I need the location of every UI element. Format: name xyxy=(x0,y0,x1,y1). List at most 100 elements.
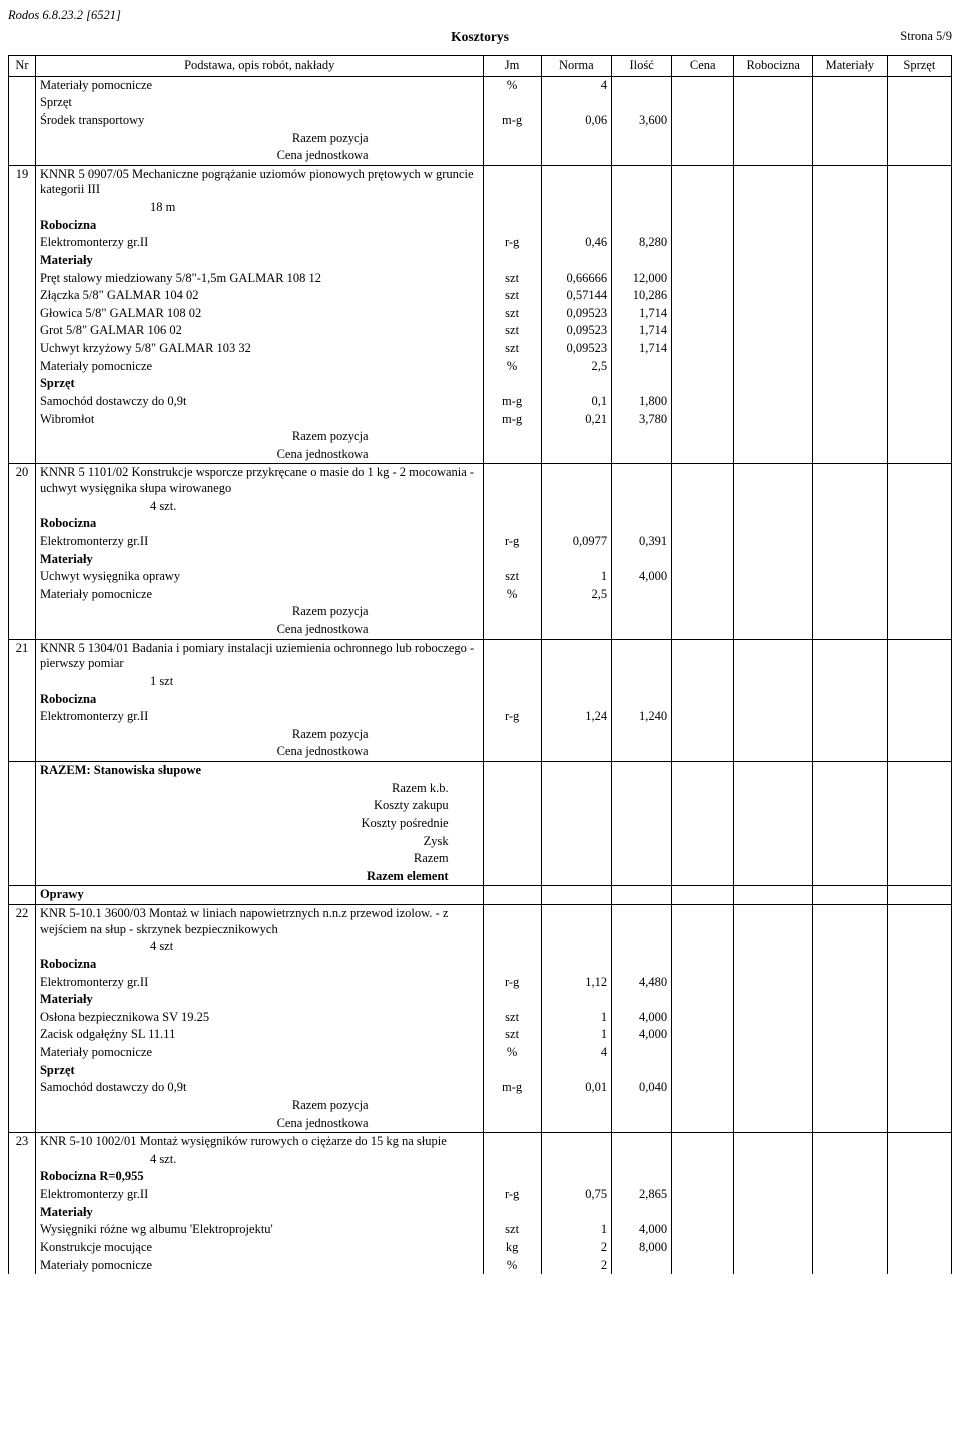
norma: 0,09523 xyxy=(541,322,611,340)
materialy-label: Materiały xyxy=(35,252,483,270)
norma: 1 xyxy=(541,568,611,586)
norma: 2,5 xyxy=(541,358,611,376)
table-row: Koszty pośrednie xyxy=(9,815,952,833)
doc-software: Rodos 6.8.23.2 [6521] xyxy=(8,8,952,23)
robocizna-label: Robocizna xyxy=(35,217,483,235)
norma: 4 xyxy=(541,76,611,94)
table-row: Zacisk odgałęźny SL 11.11szt14,000 xyxy=(9,1026,952,1044)
table-row: 4 szt. xyxy=(9,1151,952,1169)
mat-pom-label: Materiały pomocnicze xyxy=(35,1044,483,1062)
razem-pozycja: Razem pozycja xyxy=(40,131,479,147)
jm: szt xyxy=(483,340,541,358)
item-label: Elektromonterzy gr.II xyxy=(35,974,483,992)
ilosc: 0,040 xyxy=(612,1079,672,1097)
mat-pom-label: Materiały pomocnicze xyxy=(35,358,483,376)
table-row: Materiały pomocnicze%2,5 xyxy=(9,358,952,376)
item-label: Elektromonterzy gr.II xyxy=(35,533,483,551)
jm: m-g xyxy=(483,393,541,411)
table-row: Koszty zakupu xyxy=(9,797,952,815)
mat-pom-label: Materiały pomocnicze xyxy=(35,76,483,94)
table-row: Uchwyt krzyżowy 5/8" GALMAR 103 32szt0,0… xyxy=(9,340,952,358)
robocizna-label: Robocizna xyxy=(35,691,483,709)
razem-pozycja: Razem pozycja xyxy=(40,429,479,445)
table-row: Elektromonterzy gr.IIr-g0,468,280 xyxy=(9,234,952,252)
table-row: Cena jednostkowa xyxy=(9,743,952,761)
item-label: Środek transportowy xyxy=(35,112,483,130)
table-row: 4 szt xyxy=(9,938,952,956)
ilosc: 8,280 xyxy=(612,234,672,252)
jm: % xyxy=(483,1257,541,1275)
pos-qty: 4 szt. xyxy=(40,499,479,515)
norma: 0,21 xyxy=(541,411,611,429)
razem-element: Razem element xyxy=(40,869,479,885)
koszty-zakupu: Koszty zakupu xyxy=(40,798,479,814)
item-label: Elektromonterzy gr.II xyxy=(35,1186,483,1204)
item-label: Grot 5/8" GALMAR 106 02 xyxy=(35,322,483,340)
jm: szt xyxy=(483,270,541,288)
norma: 1 xyxy=(541,1026,611,1044)
item-label: Samochód dostawczy do 0,9t xyxy=(35,393,483,411)
razem-kb: Razem k.b. xyxy=(40,781,479,797)
ilosc: 0,391 xyxy=(612,533,672,551)
table-row: Materiały pomocnicze%2,5 xyxy=(9,586,952,604)
table-row: Środek transportowy m-g 0,06 3,600 xyxy=(9,112,952,130)
norma: 0,0977 xyxy=(541,533,611,551)
table-row: Grot 5/8" GALMAR 106 02szt0,095231,714 xyxy=(9,322,952,340)
table-header-row: Nr Podstawa, opis robót, nakłady Jm Norm… xyxy=(9,56,952,77)
table-row: Głowica 5/8" GALMAR 108 02szt0,095231,71… xyxy=(9,305,952,323)
pos-nr: 19 xyxy=(9,165,36,199)
col-jm: Jm xyxy=(483,56,541,77)
sprzet-label: Sprzęt xyxy=(35,1062,483,1080)
table-row: Robocizna xyxy=(9,691,952,709)
col-desc: Podstawa, opis robót, nakłady xyxy=(35,56,483,77)
ilosc: 3,600 xyxy=(612,112,672,130)
sprzet-label: Sprzęt xyxy=(35,375,483,393)
razem-stanowiska: RAZEM: Stanowiska słupowe xyxy=(35,762,483,780)
table-row: Materiały xyxy=(9,252,952,270)
table-row: 1 szt xyxy=(9,673,952,691)
ilosc: 4,000 xyxy=(612,1026,672,1044)
doc-title: Kosztorys xyxy=(451,29,509,45)
norma: 1,24 xyxy=(541,708,611,726)
table-row: Sprzęt xyxy=(9,375,952,393)
item-label: Zacisk odgałęźny SL 11.11 xyxy=(35,1026,483,1044)
cena-jedn: Cena jednostkowa xyxy=(40,744,479,760)
table-row: 21KNNR 5 1304/01 Badania i pomiary insta… xyxy=(9,639,952,673)
cena-jedn: Cena jednostkowa xyxy=(40,1116,479,1132)
norma: 0,1 xyxy=(541,393,611,411)
norma: 0,06 xyxy=(541,112,611,130)
table-row: Cena jednostkowa xyxy=(9,621,952,639)
norma: 1 xyxy=(541,1221,611,1239)
table-row: Razem pozycja xyxy=(9,1097,952,1115)
table-row: Materiały xyxy=(9,991,952,1009)
table-row: Uchwyt wysięgnika oprawyszt14,000 xyxy=(9,568,952,586)
ilosc: 12,000 xyxy=(612,270,672,288)
table-row: Robocizna R=0,955 xyxy=(9,1168,952,1186)
pos-qty: 4 szt xyxy=(40,939,479,955)
jm: r-g xyxy=(483,234,541,252)
col-cena: Cena xyxy=(672,56,734,77)
col-ilosc: Ilość xyxy=(612,56,672,77)
ilosc: 1,240 xyxy=(612,708,672,726)
table-row: Razem xyxy=(9,850,952,868)
norma: 0,75 xyxy=(541,1186,611,1204)
razem-pozycja: Razem pozycja xyxy=(40,1098,479,1114)
pos-qty: 1 szt xyxy=(40,674,479,690)
ilosc: 4,000 xyxy=(612,1221,672,1239)
materialy-label: Materiały xyxy=(35,551,483,569)
table-row: Sprzęt xyxy=(9,94,952,112)
table-row: Materiały xyxy=(9,1204,952,1222)
norma: 0,46 xyxy=(541,234,611,252)
norma: 0,57144 xyxy=(541,287,611,305)
mat-pom-label: Materiały pomocnicze xyxy=(35,586,483,604)
table-row: Zysk xyxy=(9,833,952,851)
pos-nr: 20 xyxy=(9,464,36,498)
jm: szt xyxy=(483,287,541,305)
zysk: Zysk xyxy=(40,834,479,850)
pos-nr: 21 xyxy=(9,639,36,673)
norma: 4 xyxy=(541,1044,611,1062)
table-row: Elektromonterzy gr.IIr-g1,241,240 xyxy=(9,708,952,726)
table-row: Cena jednostkowa xyxy=(9,1115,952,1133)
robocizna-r-label: Robocizna R=0,955 xyxy=(35,1168,483,1186)
jm: r-g xyxy=(483,533,541,551)
